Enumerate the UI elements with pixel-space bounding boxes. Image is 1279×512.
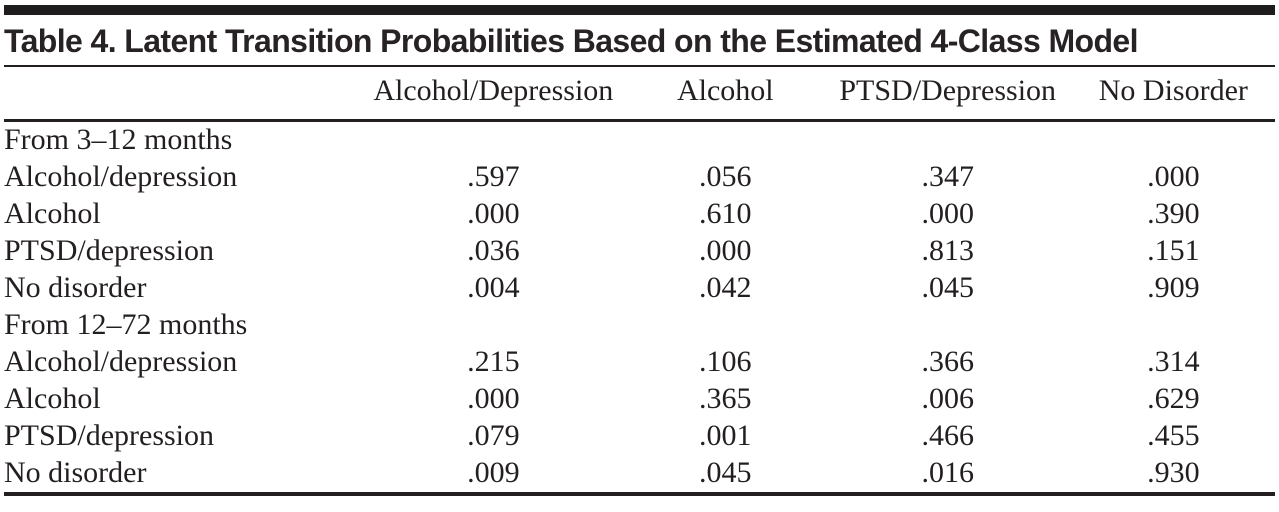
column-header-ptsd-depression: PTSD/Depression	[823, 67, 1072, 122]
table-title: Table 4. Latent Transition Probabilities…	[4, 23, 1139, 59]
probability-value: .629	[1147, 382, 1200, 415]
section-label: From 12–72 months	[4, 308, 248, 341]
table-row: PTSD/depression .036 .000 .813 .151	[4, 233, 1275, 270]
probability-value: .006	[921, 382, 974, 415]
table-row: Alcohol .000 .610 .000 .390	[4, 196, 1275, 233]
probability-value: .000	[467, 197, 520, 230]
column-header-alcohol: Alcohol	[626, 67, 824, 122]
row-label: PTSD/depression	[4, 419, 214, 452]
probability-value: .215	[467, 345, 520, 378]
probability-value: .000	[1147, 160, 1200, 193]
table-row: Alcohol .000 .365 .006 .629	[4, 381, 1275, 418]
probability-value: .106	[699, 345, 752, 378]
row-label: PTSD/depression	[4, 234, 214, 267]
table-row: No disorder .009 .045 .016 .930	[4, 455, 1275, 494]
paper-table-figure: Table 4. Latent Transition Probabilities…	[0, 5, 1279, 496]
table-row: Alcohol/depression .215 .106 .366 .314	[4, 344, 1275, 381]
probability-value: .347	[921, 160, 974, 193]
probability-value: .016	[921, 456, 974, 489]
row-label: Alcohol	[4, 197, 101, 230]
row-label: No disorder	[4, 271, 147, 304]
probability-value: .930	[1147, 456, 1200, 489]
probability-value: .000	[467, 382, 520, 415]
probability-value: .909	[1147, 271, 1200, 304]
probability-value: .004	[467, 271, 520, 304]
probability-value: .000	[699, 234, 752, 267]
table-row: PTSD/depression .079 .001 .466 .455	[4, 418, 1275, 455]
row-label: Alcohol/depression	[4, 160, 238, 193]
row-label: Alcohol	[4, 382, 101, 415]
title-rule	[4, 65, 1275, 67]
probability-value: .009	[467, 456, 520, 489]
probability-value: .001	[699, 419, 752, 452]
row-label: Alcohol/depression	[4, 345, 238, 378]
row-label: No disorder	[4, 456, 147, 489]
column-header-alcohol-depression: Alcohol/Depression	[359, 67, 627, 122]
probability-value: .079	[467, 419, 520, 452]
probability-value: .466	[921, 419, 974, 452]
probability-value: .036	[467, 234, 520, 267]
probability-value: .610	[699, 197, 752, 230]
probability-value: .365	[699, 382, 752, 415]
probability-value: .597	[467, 160, 520, 193]
probability-value: .314	[1147, 345, 1200, 378]
probability-value: .000	[921, 197, 974, 230]
probability-value: .056	[699, 160, 752, 193]
table-row: No disorder .004 .042 .045 .909	[4, 270, 1275, 307]
section-label: From 3–12 months	[4, 123, 233, 156]
probability-value: .045	[699, 456, 752, 489]
top-rule	[4, 5, 1275, 15]
probability-value: .042	[699, 271, 752, 304]
probability-value: .455	[1147, 419, 1200, 452]
column-header-no-disorder: No Disorder	[1071, 67, 1275, 122]
section-header-row: From 12–72 months	[4, 307, 1275, 344]
probability-value: .045	[921, 271, 974, 304]
probability-value: .366	[921, 345, 974, 378]
probability-value: .390	[1147, 197, 1200, 230]
table-row: Alcohol/depression .597 .056 .347 .000	[4, 159, 1275, 196]
section-header-row: From 3–12 months	[4, 121, 1275, 160]
stub-header	[4, 67, 360, 122]
table-body: From 3–12 months Alcohol/depression .597 .0…	[4, 121, 1275, 495]
latent-transition-table: Alcohol/Depression Alcohol PTSD/Depressi…	[4, 67, 1275, 496]
probability-value: .151	[1147, 234, 1200, 267]
header-row: Alcohol/Depression Alcohol PTSD/Depressi…	[4, 67, 1275, 122]
probability-value: .813	[921, 234, 974, 267]
